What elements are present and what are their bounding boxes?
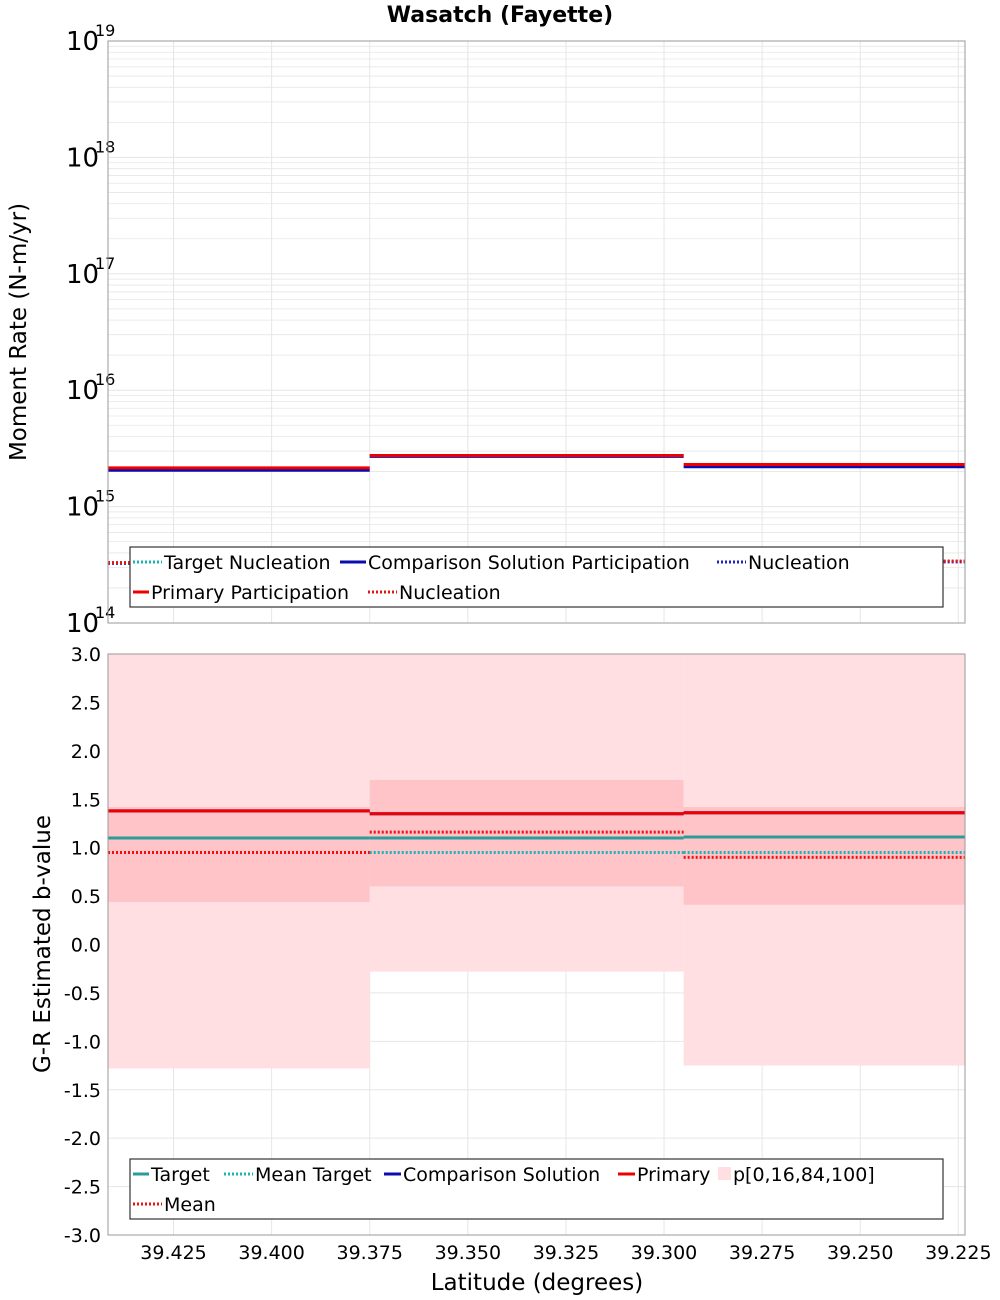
top-y-tick-base: 10 <box>66 260 99 290</box>
top-y-tick-exponent: 17 <box>95 254 115 273</box>
bottom-y-tick-label: 3.0 <box>71 644 101 666</box>
bottom-y-tick-label: -2.5 <box>64 1177 101 1199</box>
bottom-y-tick-label: 1.5 <box>71 789 101 811</box>
top-y-tick-base: 10 <box>66 27 99 57</box>
top-y-tick-base: 10 <box>66 143 99 173</box>
bottom-y-tick-label: 1.0 <box>71 838 101 860</box>
bottom-y-tick-label: 0.0 <box>71 935 101 957</box>
top-y-tick-exponent: 16 <box>95 370 115 389</box>
top-plot-area <box>108 41 965 623</box>
chart-title: Wasatch (Fayette) <box>387 3 613 28</box>
top-y-tick-base: 10 <box>66 609 99 639</box>
x-tick-label: 39.400 <box>238 1242 304 1264</box>
legend-label-comparison: Comparison Solution <box>403 1164 600 1186</box>
bottom-y-tick-label: -3.0 <box>64 1225 101 1247</box>
bottom-legend-box <box>129 1158 944 1220</box>
top-grid <box>108 41 965 624</box>
bottom-y-tick-label: 0.5 <box>71 886 101 908</box>
bottom-panel: 3.0 2.5 2.0 1.5 1.0 0.5 0.0 -0.5 -1.0 -1.5 -2.0 -2.… <box>30 644 992 1296</box>
top-legend-box <box>129 546 944 608</box>
legend-label-target-nucleation: Target Nucleation <box>163 552 331 574</box>
top-y-tick-exponent: 15 <box>95 487 115 506</box>
x-tick-label: 39.275 <box>729 1242 795 1264</box>
bottom-x-ticks: 39.425 39.400 39.375 39.350 39.325 39.300 39.2… <box>140 1242 991 1264</box>
legend-label-mean-target: Mean Target <box>255 1164 372 1186</box>
x-tick-label: 39.350 <box>435 1242 501 1264</box>
top-plot-frame <box>107 40 966 624</box>
legend-label-comparison-participation: Comparison Solution Participation <box>368 552 690 574</box>
bottom-y-ticks: 3.0 2.5 2.0 1.5 1.0 0.5 0.0 -0.5 -1.0 -1.5 -2.0 -2.… <box>64 644 101 1247</box>
x-tick-label: 39.250 <box>827 1242 893 1264</box>
x-tick-label: 39.425 <box>140 1242 206 1264</box>
bottom-y-tick-label: -0.5 <box>64 983 101 1005</box>
x-tick-label: 39.225 <box>925 1242 991 1264</box>
bottom-y-tick-label: -1.5 <box>64 1080 101 1102</box>
legend-label-primary-nucleation: Nucleation <box>399 582 501 604</box>
top-y-tick-base: 10 <box>66 493 99 523</box>
bottom-y-axis-label: G-R Estimated b-value <box>30 815 56 1073</box>
legend-label-primary: Primary <box>637 1164 710 1186</box>
x-axis-label: Latitude (degrees) <box>431 1270 644 1296</box>
bottom-y-tick-label: 2.0 <box>71 741 101 763</box>
top-y-tick-exponent: 14 <box>95 603 115 622</box>
top-legend: Target Nucleation Comparison Solution Pa… <box>129 546 944 608</box>
bottom-percentile-bands <box>108 654 965 1069</box>
top-y-tick-base: 10 <box>66 376 99 406</box>
bottom-y-tick-label: -2.0 <box>64 1128 101 1150</box>
legend-label-target: Target <box>150 1164 210 1186</box>
legend-label-primary-participation: Primary Participation <box>151 582 349 604</box>
bottom-y-tick-label: 2.5 <box>71 692 101 714</box>
bottom-legend: Target Mean Target Comparison Solution P… <box>129 1158 944 1220</box>
top-y-axis-label: Moment Rate (N-m/yr) <box>6 203 32 461</box>
band-p16-p84 <box>108 806 370 902</box>
top-y-tick-exponent: 19 <box>95 21 115 40</box>
x-tick-label: 39.325 <box>533 1242 599 1264</box>
bottom-y-tick-label: -1.0 <box>64 1031 101 1053</box>
bottom-series <box>108 809 965 859</box>
x-tick-label: 39.300 <box>631 1242 697 1264</box>
legend-label-percentile-band: p[0,16,84,100] <box>733 1164 875 1186</box>
top-y-tick-exponent: 18 <box>95 137 115 156</box>
legend-label-mean: Mean <box>164 1194 216 1216</box>
bottom-plot-frame <box>107 653 966 1236</box>
legend-swatch-percentile-band <box>718 1167 731 1180</box>
x-tick-label: 39.375 <box>336 1242 402 1264</box>
legend-label-comparison-nucleation: Nucleation <box>748 552 850 574</box>
